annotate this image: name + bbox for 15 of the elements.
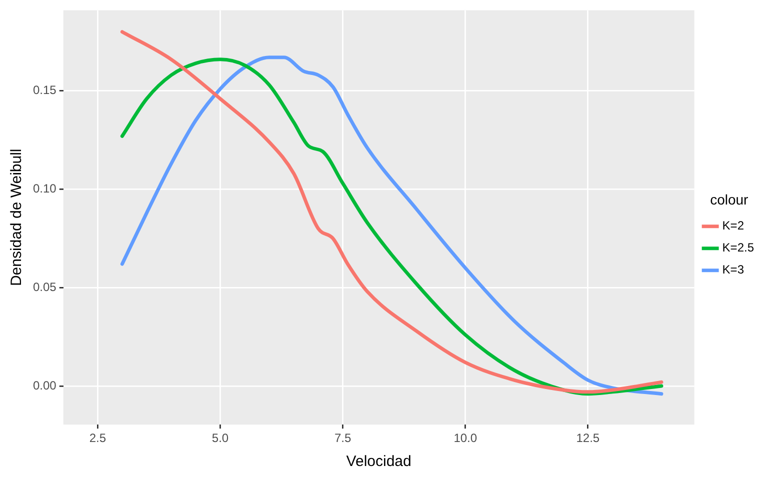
y-axis-title: Densidad de Weibull [8, 148, 26, 286]
x-tick-label: 2.5 [89, 431, 106, 446]
legend-title: colour [710, 191, 749, 208]
x-tick-label: 12.5 [576, 431, 600, 446]
x-tick-label: 10.0 [454, 431, 478, 446]
x-axis-title: Velocidad [346, 453, 412, 470]
legend-label: K=2.5 [722, 240, 754, 255]
y-tick-label: 0.10 [32, 182, 57, 196]
x-tick-label: 7.5 [334, 431, 352, 446]
y-tick-label: 0.05 [32, 280, 57, 294]
legend-label: K=2 [722, 218, 744, 233]
legend-label: K=3 [722, 262, 744, 277]
x-tick-label: 5.0 [212, 431, 229, 446]
y-tick-label: 0.15 [32, 83, 57, 98]
y-tick-label: 0.00 [32, 378, 57, 392]
